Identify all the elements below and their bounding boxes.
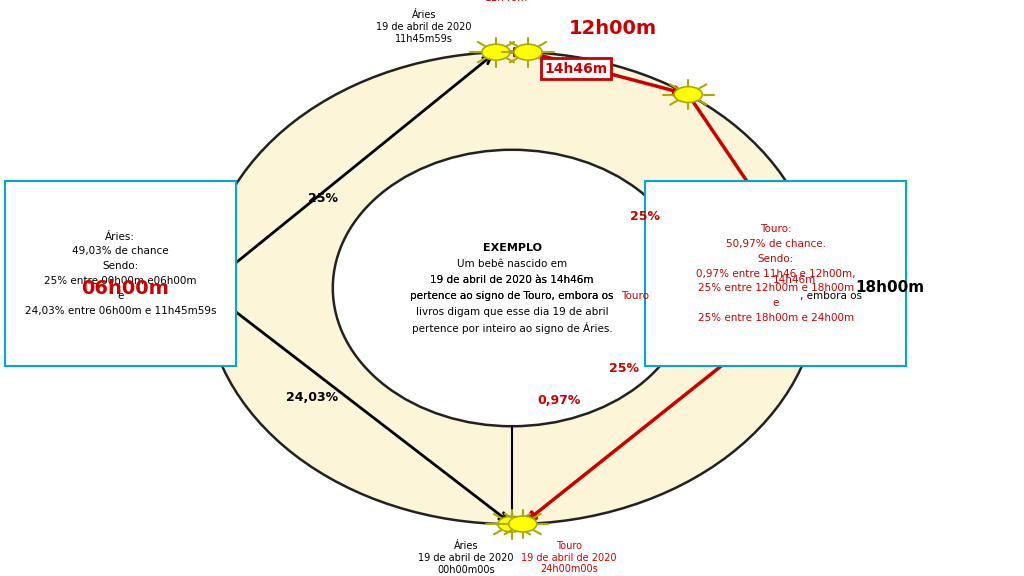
Text: 18h00m: 18h00m	[855, 281, 925, 295]
Text: 19 de abril de 2020 às 14h46m: 19 de abril de 2020 às 14h46m	[430, 275, 594, 285]
Text: 24,03%: 24,03%	[287, 391, 338, 404]
Ellipse shape	[338, 153, 686, 423]
Text: 14h46m: 14h46m	[544, 62, 607, 75]
Circle shape	[498, 516, 526, 532]
Text: pertence ao signo de Touro, embora os: pertence ao signo de Touro, embora os	[411, 291, 613, 301]
Ellipse shape	[205, 52, 819, 524]
Ellipse shape	[333, 150, 691, 426]
Circle shape	[482, 44, 510, 60]
Text: 19 de abril de 2020 às 14h46m: 19 de abril de 2020 às 14h46m	[430, 275, 594, 285]
Circle shape	[509, 516, 537, 532]
Text: 25%: 25%	[630, 210, 659, 222]
Text: Touro: Touro	[621, 291, 649, 301]
Circle shape	[805, 280, 834, 296]
Circle shape	[514, 44, 542, 60]
Text: 25%: 25%	[307, 192, 338, 205]
Circle shape	[190, 280, 219, 296]
Text: 14h46m: 14h46m	[773, 275, 816, 285]
Text: Áries
19 de abril de 2020
11h45m59s: Áries 19 de abril de 2020 11h45m59s	[377, 10, 472, 44]
FancyBboxPatch shape	[5, 181, 236, 366]
Text: Um bebê nascido em: Um bebê nascido em	[457, 259, 567, 269]
Text: 0,97%: 0,97%	[538, 394, 581, 407]
Text: Áries
19 de abril de 2020
00h00m00s: Áries 19 de abril de 2020 00h00m00s	[418, 541, 514, 575]
Text: 12h00m: 12h00m	[569, 19, 657, 38]
Circle shape	[674, 86, 702, 103]
Text: Touro
19 de abril de 2020
11h46m: Touro 19 de abril de 2020 11h46m	[456, 0, 558, 3]
Text: EXEMPLO: EXEMPLO	[482, 244, 542, 253]
Text: livros digam que esse dia 19 de abril: livros digam que esse dia 19 de abril	[416, 307, 608, 317]
Text: 25%: 25%	[609, 362, 639, 375]
Text: Touro
19 de abril de 2020
24h00m00s: Touro 19 de abril de 2020 24h00m00s	[521, 541, 616, 574]
Text: , embora os: , embora os	[801, 291, 862, 301]
FancyBboxPatch shape	[645, 181, 906, 366]
Text: pertence por inteiro ao signo de Áries.: pertence por inteiro ao signo de Áries.	[412, 321, 612, 334]
Text: 06h00m: 06h00m	[81, 279, 169, 297]
Text: pertence ao signo de Touro, embora os: pertence ao signo de Touro, embora os	[411, 291, 613, 301]
Text: Touro:
50,97% de chance.
Sendo:
0,97% entre 11h46 e 12h00m,
25% entre 12h00m e 1: Touro: 50,97% de chance. Sendo: 0,97% en…	[696, 224, 855, 323]
Text: Áries:
49,03% de chance
Sendo:
25% entre 00h00m e06h00m
e
24,03% entre 06h00m e : Áries: 49,03% de chance Sendo: 25% entre…	[25, 232, 216, 316]
